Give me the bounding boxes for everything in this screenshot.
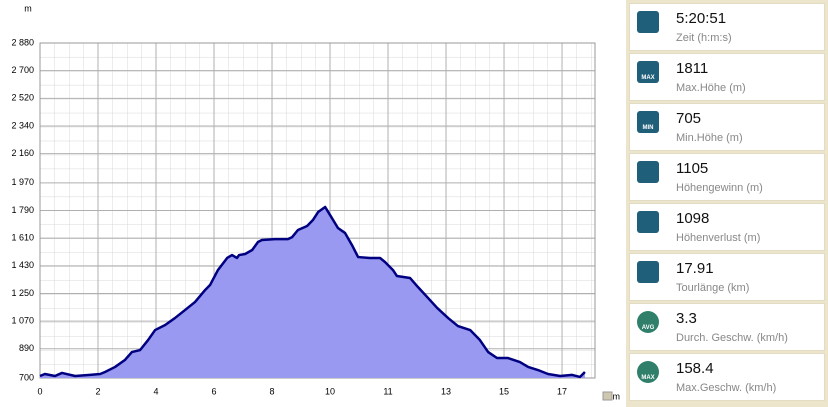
stat-row: MAX 1811 Max.Höhe (m) bbox=[629, 53, 825, 101]
stat-label: Max.Höhe (m) bbox=[676, 82, 746, 94]
stat-icon bbox=[637, 11, 659, 33]
y-tick-label: 890 bbox=[19, 343, 34, 353]
stat-icon: MAX bbox=[637, 61, 659, 83]
x-tick-label: 13 bbox=[441, 386, 451, 396]
x-tick-label: 11 bbox=[383, 386, 392, 396]
x-tick-label: 2 bbox=[95, 386, 100, 396]
y-tick-label: 2 880 bbox=[11, 37, 34, 47]
y-tick-label: 2 160 bbox=[11, 148, 34, 158]
x-tick-label: 4 bbox=[153, 386, 158, 396]
y-tick-label: 700 bbox=[19, 372, 34, 382]
stat-icon bbox=[637, 211, 659, 233]
y-tick-label: 1 970 bbox=[11, 177, 34, 187]
chart: m km 700 890 1 070 1 250 1 430 1 610 1 790 1 97… bbox=[0, 0, 626, 407]
y-axis-label: m bbox=[24, 3, 32, 13]
y-tick-label: 2 340 bbox=[11, 120, 34, 130]
stats-panel: 5:20:51 Zeit (h:m:s) MAX 1811 Max.Höhe (m) MI… bbox=[629, 3, 825, 404]
stat-label: Tourlänge (km) bbox=[676, 282, 750, 294]
stat-row: MAX 158.4 Max.Geschw. (km/h) bbox=[629, 353, 825, 401]
stat-label: Min.Höhe (m) bbox=[676, 132, 743, 144]
y-tick-label: 1 250 bbox=[11, 288, 34, 298]
stat-label: Zeit (h:m:s) bbox=[676, 32, 732, 44]
profile-line bbox=[39, 205, 586, 379]
stat-value: 158.4 bbox=[676, 360, 714, 377]
stat-icon bbox=[637, 261, 659, 283]
y-tick-label: 2 520 bbox=[11, 93, 34, 103]
stat-icon bbox=[637, 161, 659, 183]
x-tick-label: 10 bbox=[325, 386, 335, 396]
stat-row: 1098 Höhenverlust (m) bbox=[629, 203, 825, 251]
y-tick-label: 1 070 bbox=[11, 316, 34, 326]
y-tick-label: 1 790 bbox=[11, 205, 34, 215]
stat-label: Max.Geschw. (km/h) bbox=[676, 382, 777, 394]
stat-row: 17.91 Tourlänge (km) bbox=[629, 253, 825, 301]
stat-label: Durch. Geschw. (km/h) bbox=[676, 332, 788, 344]
stat-row: AVG 3.3 Durch. Geschw. (km/h) bbox=[629, 303, 825, 351]
x-tick-label: 17 bbox=[557, 386, 567, 396]
x-tick-label: 8 bbox=[270, 386, 275, 396]
y-tick-label: 2 700 bbox=[11, 65, 34, 75]
x-axis-label: km bbox=[608, 391, 620, 401]
stat-row: 1105 Höhengewinn (m) bbox=[629, 153, 825, 201]
stat-value: 1811 bbox=[676, 60, 709, 77]
stat-value: 705 bbox=[676, 110, 702, 127]
stat-icon: MIN bbox=[637, 111, 659, 133]
stat-label: Höhengewinn (m) bbox=[676, 182, 763, 194]
stat-icon: MAX bbox=[637, 361, 659, 383]
stat-label: Höhenverlust (m) bbox=[676, 232, 761, 244]
x-tick-label: 0 bbox=[37, 386, 42, 396]
stat-icon: AVG bbox=[637, 311, 659, 333]
y-tick-label: 1 610 bbox=[11, 233, 34, 243]
stat-value: 1098 bbox=[676, 210, 710, 227]
stat-value: 5:20:51 bbox=[676, 10, 727, 27]
x-tick-label: 6 bbox=[212, 386, 217, 396]
stat-row: MIN 705 Min.Höhe (m) bbox=[629, 103, 825, 151]
stat-value: 17.91 bbox=[676, 260, 714, 277]
area-fill bbox=[40, 206, 585, 378]
print-icon[interactable] bbox=[602, 391, 613, 401]
stat-row: 5:20:51 Zeit (h:m:s) bbox=[629, 3, 825, 51]
stat-value: 3.3 bbox=[676, 310, 697, 327]
stat-value: 1105 bbox=[676, 160, 709, 177]
x-tick-label: 15 bbox=[499, 386, 509, 396]
y-tick-label: 1 430 bbox=[11, 260, 34, 270]
